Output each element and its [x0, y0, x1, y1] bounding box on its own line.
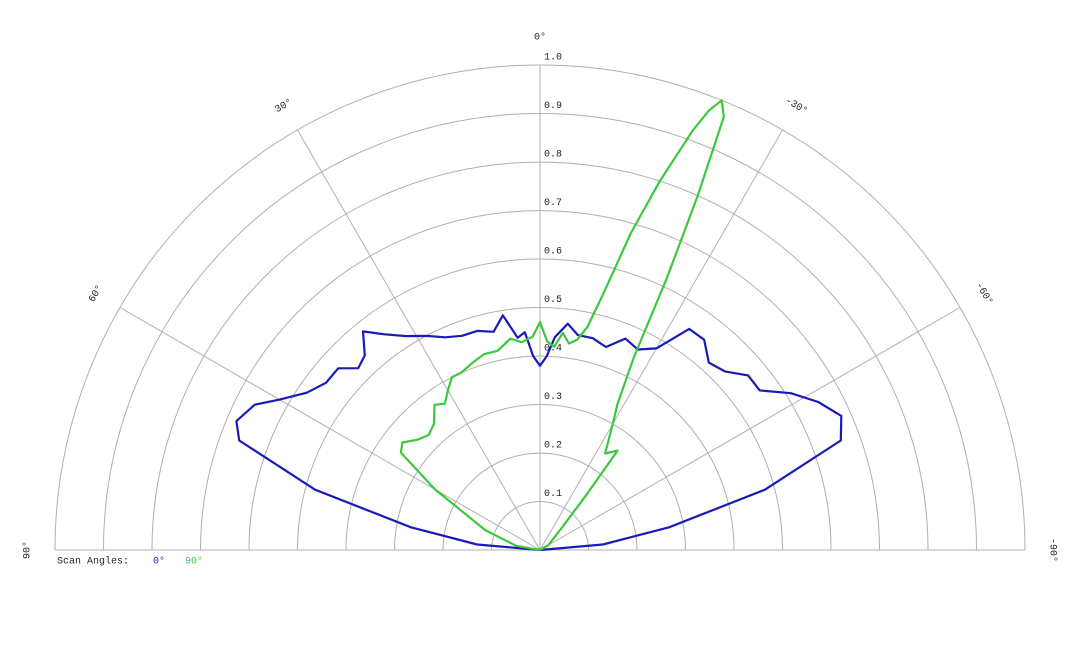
r-tick-label: 0.2	[544, 441, 562, 452]
theta-tick-label: 60°	[87, 283, 106, 305]
grid-spoke	[539, 307, 961, 551]
legend-entry: 0°	[153, 556, 165, 568]
theta-tick-label: -90°	[1046, 538, 1058, 562]
theta-tick-label: -60°	[973, 280, 995, 307]
r-tick-label: 1.0	[544, 53, 562, 64]
series-line	[235, 314, 843, 552]
r-tick-label: 0.4	[544, 344, 562, 355]
grid-spoke	[539, 129, 783, 551]
r-tick-label: 0.6	[544, 247, 562, 258]
legend-entry: 90°	[185, 556, 203, 568]
r-tick-label: 0.5	[544, 295, 562, 306]
theta-tick-label: -30°	[783, 95, 810, 117]
r-tick-label: 0.8	[544, 150, 562, 161]
r-tick-label: 0.9	[544, 101, 562, 112]
grid-spoke	[119, 307, 541, 551]
theta-tick-label: 0°	[534, 32, 546, 44]
legend-title: Scan Angles:	[57, 556, 129, 568]
r-tick-label: 0.1	[544, 489, 562, 500]
series-line	[399, 99, 725, 552]
r-tick-label: 0.3	[544, 392, 562, 403]
theta-tick-label: 30°	[273, 97, 295, 116]
grid-spoke	[297, 129, 541, 551]
r-tick-label: 0.7	[544, 198, 562, 209]
theta-tick-label: 90°	[22, 541, 34, 559]
